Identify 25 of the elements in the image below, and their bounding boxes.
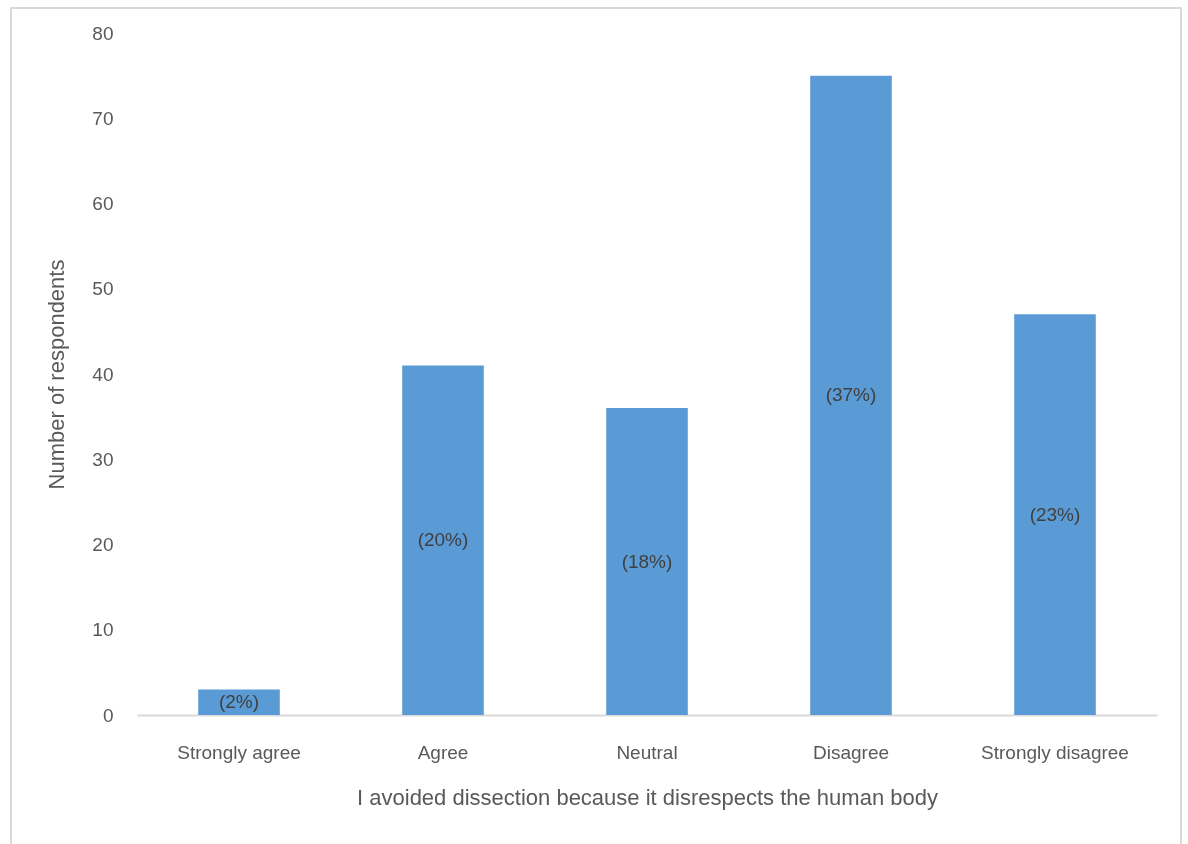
annotation: (2%)	[218, 691, 260, 713]
x-tick-label: Neutral	[616, 741, 678, 763]
x-tick-label: Disagree	[812, 741, 890, 763]
x-tick-label: Agree	[417, 741, 469, 763]
x-axis-title: I avoided dissection because it disrespects the human body	[357, 784, 938, 810]
annotation: (37%)	[825, 384, 877, 406]
x-tick-label: Strongly disagree	[981, 741, 1129, 763]
annotation: (18%)	[621, 550, 673, 572]
y-tick-label: 10	[92, 619, 114, 641]
y-tick-label: 20	[92, 534, 114, 555]
bar	[606, 408, 688, 715]
y-tick-label: 0	[102, 704, 114, 726]
y-tick-label: 70	[92, 107, 114, 129]
y-tick-label: 40	[92, 363, 114, 385]
bar	[1014, 314, 1096, 715]
y-tick-label: 60	[92, 193, 114, 214]
annotation: (20%)	[417, 529, 469, 551]
annotation: (23%)	[1029, 503, 1081, 525]
y-tick-label: 50	[92, 278, 114, 300]
x-tick-label: Strongly agree	[177, 741, 301, 763]
y-tick-label: 80	[92, 22, 114, 44]
y-axis-title: Number of respondents	[44, 259, 70, 490]
bar	[810, 75, 892, 715]
y-tick-label: 30	[92, 448, 114, 470]
bar	[402, 365, 484, 715]
